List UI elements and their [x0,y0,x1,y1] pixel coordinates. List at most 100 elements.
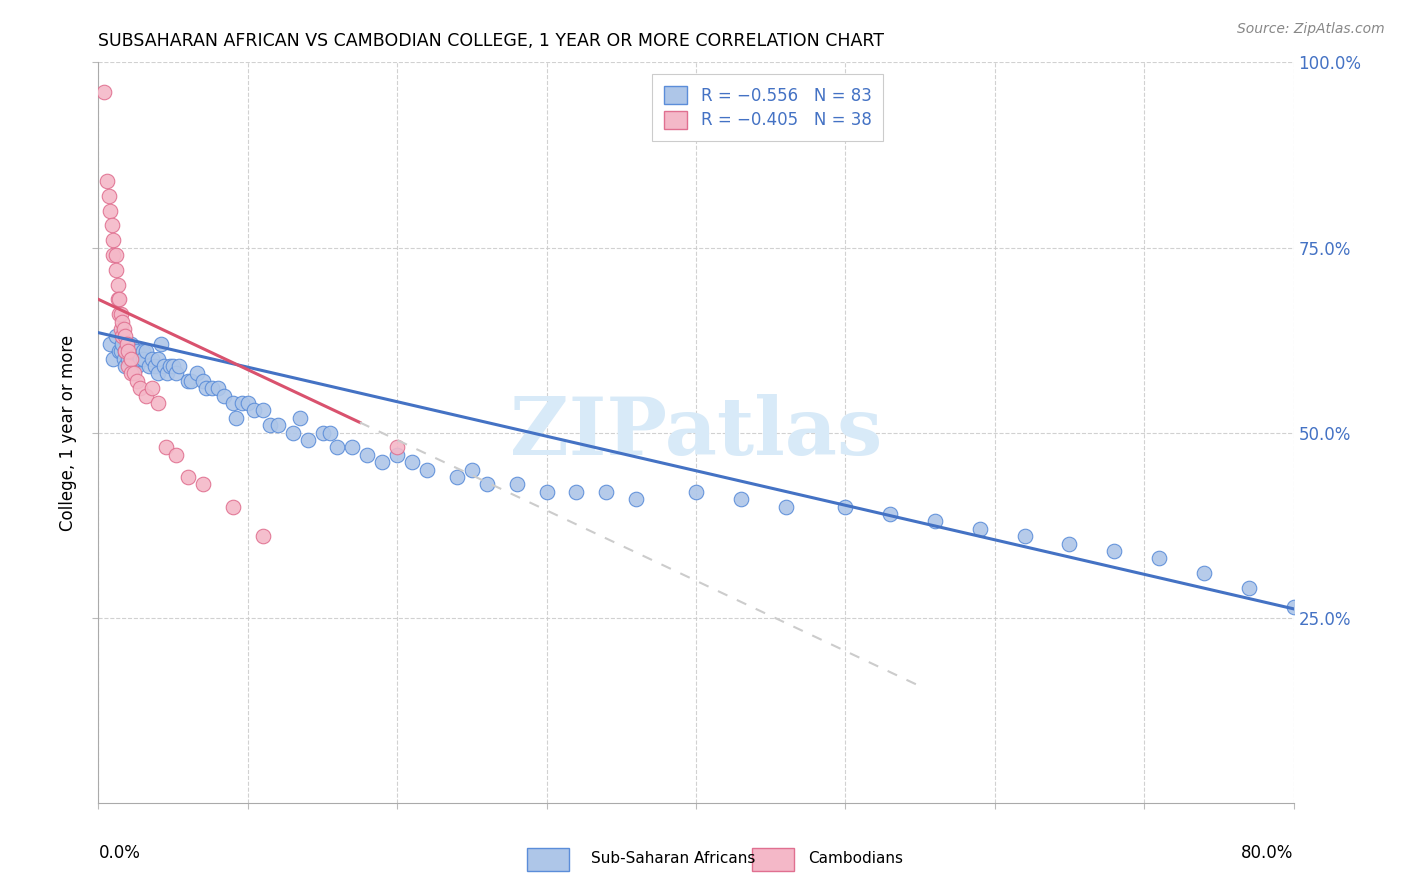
Point [159,359,181,373]
Point [124,359,146,373]
Point [101,219,124,233]
Point [155,441,177,455]
Point [879,507,901,521]
Point [1192,566,1215,581]
Y-axis label: College, 1 year or more: College, 1 year or more [59,334,77,531]
Point [267,418,290,433]
Point [191,374,214,388]
Point [319,425,342,440]
Point [775,500,797,514]
Point [143,359,166,373]
Point [108,307,131,321]
Point [401,455,423,469]
Point [252,403,274,417]
Point [108,293,131,307]
Point [117,351,139,366]
Point [97,188,120,202]
Point [371,455,394,469]
Point [148,367,170,381]
Point [132,344,155,359]
Point [127,374,149,388]
Point [132,351,155,366]
Point [127,359,149,373]
Point [156,367,179,381]
Point [281,425,304,440]
Point [120,367,142,381]
Legend: R = −0.556   N = 83, R = −0.405   N = 38: R = −0.556 N = 83, R = −0.405 N = 38 [652,74,883,141]
Point [201,381,224,395]
Point [105,262,128,277]
Point [111,314,134,328]
Point [385,448,409,462]
Point [297,433,319,447]
Text: SUBSAHARAN AFRICAN VS CAMBODIAN COLLEGE, 1 YEAR OR MORE CORRELATION CHART: SUBSAHARAN AFRICAN VS CAMBODIAN COLLEGE,… [98,32,884,50]
Point [385,441,409,455]
Point [135,388,157,402]
Point [117,359,139,373]
Point [117,336,139,351]
Point [150,336,173,351]
Point [1237,581,1260,595]
Point [730,492,752,507]
Point [626,492,648,507]
Point [288,410,311,425]
Point [98,336,122,351]
Point [236,396,259,410]
Text: ZIPatlas: ZIPatlas [510,393,882,472]
Point [207,381,229,395]
Point [120,351,142,366]
Point [114,359,136,373]
Point [112,322,135,336]
Point [506,477,529,491]
Point [148,351,170,366]
Point [191,477,214,491]
Point [112,351,135,366]
Point [127,344,149,359]
Point [165,367,187,381]
Point [243,403,266,417]
Point [135,344,157,359]
Point [167,359,190,373]
Point [1059,536,1081,550]
Point [124,344,146,359]
Point [110,344,132,359]
Point [93,85,115,99]
Point [595,484,617,499]
Point [565,484,588,499]
Point [114,344,136,359]
Point [1147,551,1170,566]
Point [834,500,856,514]
Point [186,367,208,381]
Point [177,470,200,484]
Point [195,381,218,395]
Point [129,381,152,395]
Text: Cambodians: Cambodians [808,851,904,865]
Point [212,388,235,402]
Point [105,329,128,343]
Point [326,441,349,455]
Point [1104,544,1126,558]
Point [111,329,134,343]
Text: Source: ZipAtlas.com: Source: ZipAtlas.com [1237,22,1385,37]
Point [177,374,200,388]
Point [231,396,253,410]
Point [311,425,333,440]
Point [461,462,484,476]
Point [120,351,142,366]
Point [536,484,558,499]
Point [153,359,176,373]
Point [342,441,364,455]
Point [685,484,707,499]
Point [180,374,202,388]
Point [1014,529,1036,543]
Point [114,329,136,343]
Point [98,203,122,218]
Point [117,344,139,359]
Point [115,336,138,351]
Point [120,336,142,351]
Point [108,344,131,359]
Text: 80.0%: 80.0% [1241,844,1294,862]
Point [1282,599,1305,614]
Point [162,359,184,373]
Point [103,248,125,262]
